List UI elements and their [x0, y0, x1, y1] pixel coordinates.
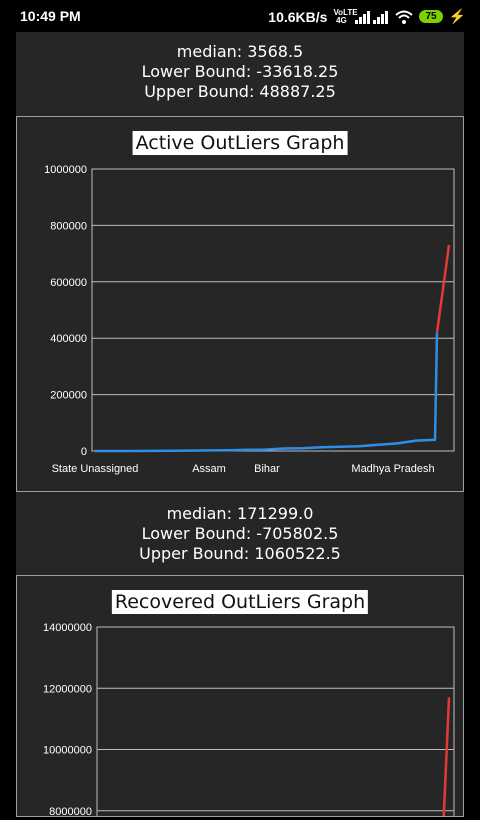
active-stats: median: 3568.5 Lower Bound: -33618.25 Up… — [16, 32, 464, 102]
outlier-series-line — [435, 244, 451, 333]
recovered-stats: median: 171299.0 Lower Bound: -705802.5 … — [16, 494, 464, 564]
x-tick-label: Assam — [192, 463, 226, 475]
wifi-icon — [395, 10, 414, 24]
active-median: median: 3568.5 — [176, 42, 304, 61]
recovered-graph-title: Recovered OutLiers Graph — [111, 590, 369, 614]
active-graph-title: Active OutLiers Graph — [132, 131, 348, 155]
y-tick-label: 600000 — [50, 277, 87, 289]
status-bar: 10:49 PM 10.6KB/s VoLTE 4G 75 ⚡ — [0, 0, 480, 32]
recovered-lower-bound: Lower Bound: -705802.5 — [141, 524, 339, 543]
y-tick-label: 14000000 — [43, 622, 92, 634]
y-tick-label: 800000 — [50, 220, 87, 232]
x-tick-label: Madhya Pradesh — [351, 463, 434, 475]
y-tick-label: 12000000 — [43, 683, 92, 695]
active-upper-bound: Upper Bound: 48887.25 — [144, 82, 336, 101]
normal-series-line — [95, 332, 439, 453]
plot-frame — [91, 168, 455, 452]
active-lower-bound: Lower Bound: -33618.25 — [141, 62, 339, 81]
y-tick-label: 10000000 — [43, 745, 92, 757]
y-tick-label: 200000 — [50, 390, 87, 402]
y-tick-label: 8000000 — [49, 806, 92, 816]
charging-icon: ⚡ — [448, 8, 466, 24]
plot-frame — [96, 626, 455, 820]
y-tick-label: 0 — [81, 446, 87, 458]
battery-icon: 75 — [419, 10, 443, 23]
recovered-median: median: 171299.0 — [166, 504, 314, 523]
recovered-upper-bound: Upper Bound: 1060522.5 — [139, 544, 341, 563]
signal-icon — [355, 10, 389, 24]
recovered-graph-card: Recovered OutLiers Graph 14000000 1200000… — [16, 575, 464, 820]
network-speed: 10.6KB/s — [268, 8, 328, 25]
y-tick-label: 400000 — [50, 333, 87, 345]
volte-icon: VoLTE 4G — [333, 7, 358, 25]
active-graph-card: Active OutLiers Graph 1000000 800000 60000… — [16, 116, 464, 492]
x-tick-label: State Unassigned — [52, 463, 139, 475]
outlier-series-line — [442, 697, 451, 820]
y-tick-label: 1000000 — [44, 164, 87, 176]
status-time: 10:49 PM — [20, 8, 81, 24]
app-screen[interactable]: median: 3568.5 Lower Bound: -33618.25 Up… — [16, 32, 464, 820]
active-outliers-chart: 1000000 800000 600000 400000 200000 0 State Un… — [44, 164, 455, 475]
x-tick-label: Bihar — [254, 463, 280, 475]
status-icons: 10.6KB/s VoLTE 4G 75 ⚡ — [268, 8, 466, 25]
